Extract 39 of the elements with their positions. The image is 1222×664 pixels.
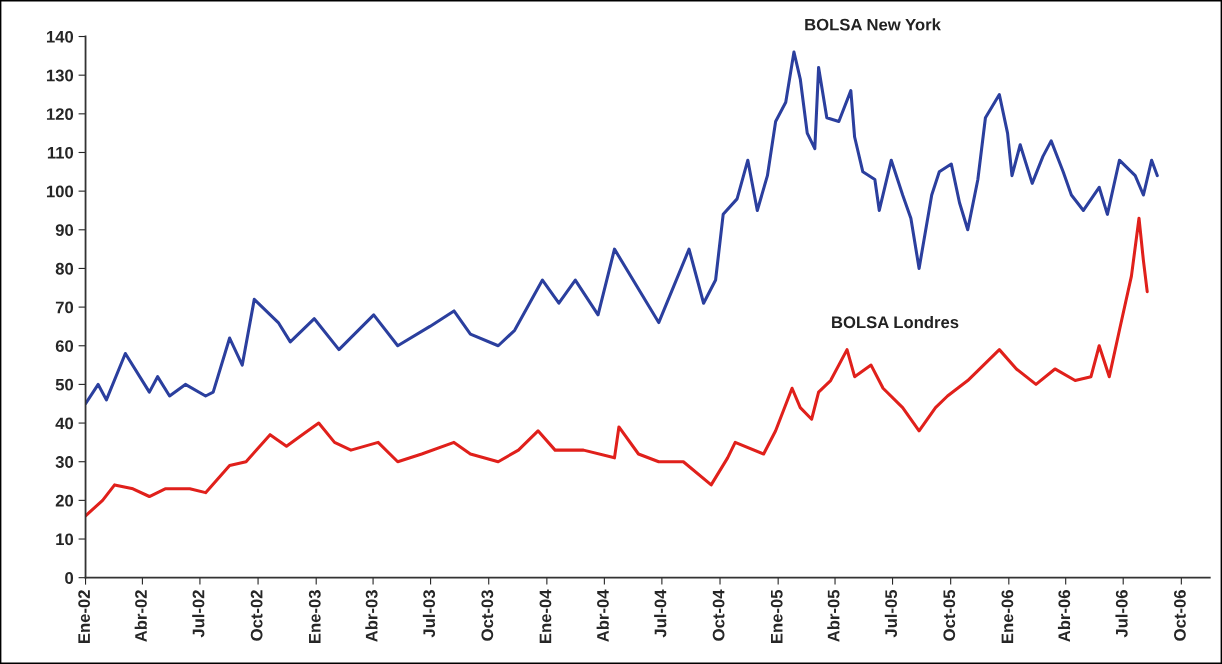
series-label: BOLSA New York bbox=[805, 18, 941, 31]
series-label: BOLSA Londres bbox=[832, 315, 959, 329]
y-tick-label: 0 bbox=[65, 572, 74, 584]
x-tick-label: Jul-03 bbox=[422, 590, 436, 638]
y-tick-label: 10 bbox=[56, 533, 74, 546]
y-tick-label: 70 bbox=[55, 301, 74, 314]
y-tick-label: 110 bbox=[47, 146, 74, 159]
x-tick-label: Abr-03 bbox=[365, 590, 378, 642]
y-tick-label: 20 bbox=[55, 494, 74, 507]
x-tick-label: Jul-02 bbox=[192, 590, 205, 638]
x-tick-label: Oct-06 bbox=[1174, 590, 1186, 641]
x-tick-label: Ene-02 bbox=[78, 590, 91, 644]
x-tick-label: Jul-04 bbox=[654, 589, 667, 638]
x-tick-label: Abr-04 bbox=[596, 589, 609, 642]
x-tick-label: Ene-04 bbox=[539, 589, 552, 644]
x-tick-label: Abr-06 bbox=[1057, 590, 1071, 642]
y-tick-label: 120 bbox=[46, 108, 74, 121]
y-tick-label: 50 bbox=[55, 378, 74, 391]
x-tick-label: Jul-06 bbox=[1115, 590, 1128, 638]
y-tick-label: 40 bbox=[55, 417, 74, 430]
x-tick-label: Jul-05 bbox=[884, 589, 898, 638]
x-tick-label: Oct-05 bbox=[943, 589, 956, 641]
x-tick-label: Abr-05 bbox=[827, 589, 840, 642]
y-tick-label: 100 bbox=[46, 185, 74, 198]
y-tick-label: 80 bbox=[55, 262, 74, 275]
y-tick-label: 130 bbox=[46, 69, 74, 82]
y-tick-label: 140 bbox=[46, 30, 74, 43]
x-tick-label: Ene-05 bbox=[770, 589, 783, 644]
line-series bbox=[85, 216, 1149, 518]
y-tick-label: 90 bbox=[55, 224, 74, 236]
x-tick-label: Oct-02 bbox=[250, 590, 263, 641]
x-tick-label: Ene-03 bbox=[308, 590, 321, 644]
line-series bbox=[85, 50, 1159, 406]
x-tick-label: Oct-04 bbox=[712, 589, 725, 641]
y-tick-label: 30 bbox=[55, 456, 74, 468]
x-tick-label: Oct-03 bbox=[481, 590, 494, 641]
x-tick-label: Abr-02 bbox=[134, 590, 147, 642]
y-tick-label: 60 bbox=[55, 340, 74, 352]
x-tick-label: Ene-06 bbox=[1001, 590, 1014, 644]
